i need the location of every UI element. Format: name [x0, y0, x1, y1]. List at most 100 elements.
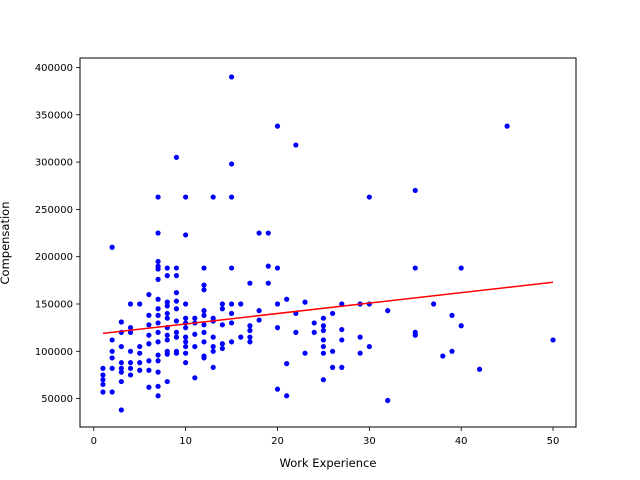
x-tick-label: 0: [91, 436, 97, 447]
data-point: [164, 273, 170, 279]
data-point: [357, 350, 363, 356]
data-point: [100, 381, 106, 388]
data-point: [127, 348, 134, 354]
data-point: [228, 161, 235, 167]
data-point: [201, 329, 207, 335]
data-point: [385, 397, 391, 404]
data-point: [155, 369, 161, 375]
data-point: [320, 377, 327, 383]
data-point: [219, 306, 225, 312]
x-tick-label: 10: [179, 436, 192, 447]
data-point: [458, 323, 464, 329]
y-tick-label: 400000: [35, 63, 73, 74]
data-point: [476, 366, 483, 372]
data-point: [164, 315, 170, 321]
data-point: [109, 337, 115, 343]
data-point: [329, 310, 336, 317]
data-point: [155, 329, 161, 335]
data-point: [238, 301, 244, 307]
data-point: [100, 389, 106, 395]
data-point: [274, 265, 281, 271]
data-point: [228, 194, 235, 200]
y-axis-label: Compensation: [0, 202, 12, 285]
data-point: [247, 334, 253, 340]
data-point: [385, 308, 391, 314]
data-point: [118, 360, 124, 366]
data-point: [201, 339, 207, 345]
data-point: [146, 367, 152, 373]
data-point: [155, 339, 161, 345]
data-point: [412, 265, 418, 271]
data-point: [284, 296, 290, 302]
data-point: [284, 361, 290, 367]
data-point: [219, 301, 225, 307]
data-point: [247, 280, 253, 286]
data-point: [201, 308, 207, 314]
data-point: [146, 312, 152, 318]
y-tick-label: 150000: [35, 300, 73, 311]
data-point: [210, 194, 216, 200]
y-tick-label: 350000: [35, 110, 73, 121]
data-point: [155, 312, 161, 318]
data-point: [173, 290, 180, 296]
y-tick-label: 200000: [35, 252, 73, 263]
data-point: [458, 265, 464, 271]
data-point: [293, 142, 299, 148]
data-point: [256, 317, 262, 323]
data-point: [155, 258, 161, 265]
data-point: [219, 341, 225, 347]
y-axis-ticks: 50000 100000 150000 200000 250000 300000 35000…: [35, 63, 80, 405]
data-point: [504, 123, 510, 129]
data-point: [146, 358, 152, 364]
data-point: [228, 265, 235, 271]
y-tick-label: 100000: [35, 347, 73, 358]
data-point: [146, 332, 152, 338]
data-point: [183, 301, 189, 307]
data-point: [329, 364, 336, 370]
data-point: [201, 282, 207, 288]
x-tick-label: 50: [547, 436, 560, 447]
data-point: [155, 266, 161, 272]
data-point: [183, 315, 189, 321]
data-point: [247, 323, 253, 329]
data-point: [302, 299, 308, 305]
data-point: [127, 301, 134, 307]
data-point: [219, 345, 225, 352]
data-point: [173, 329, 180, 335]
data-point: [100, 377, 106, 383]
data-point: [228, 74, 235, 80]
data-point: [320, 343, 327, 350]
data-point: [146, 291, 152, 298]
data-point: [339, 364, 345, 370]
x-tick-label: 40: [455, 436, 468, 447]
data-point: [274, 301, 281, 307]
data-point: [357, 334, 363, 340]
data-point: [274, 386, 281, 392]
data-point: [274, 325, 281, 331]
data-point: [228, 310, 235, 317]
data-point: [192, 343, 198, 350]
data-point: [228, 339, 235, 345]
data-point: [183, 360, 189, 366]
data-point: [293, 329, 299, 335]
data-point: [183, 350, 189, 356]
data-point: [164, 310, 170, 317]
trend-line: [102, 281, 554, 335]
data-point: [201, 355, 207, 361]
data-point: [550, 337, 556, 343]
data-point: [201, 265, 207, 271]
data-point: [137, 301, 143, 307]
data-point: [256, 308, 262, 314]
data-point: [238, 334, 244, 340]
data-point: [164, 351, 170, 357]
data-point: [155, 230, 161, 236]
data-point: [155, 358, 161, 364]
x-axis-label: Work Experience: [280, 456, 377, 470]
x-axis-ticks: 0 10 20 30 40 50: [91, 427, 560, 447]
data-point: [118, 378, 124, 385]
data-point: [247, 339, 253, 345]
data-point: [155, 383, 161, 389]
data-point: [155, 276, 161, 282]
plot-frame: [79, 57, 577, 428]
